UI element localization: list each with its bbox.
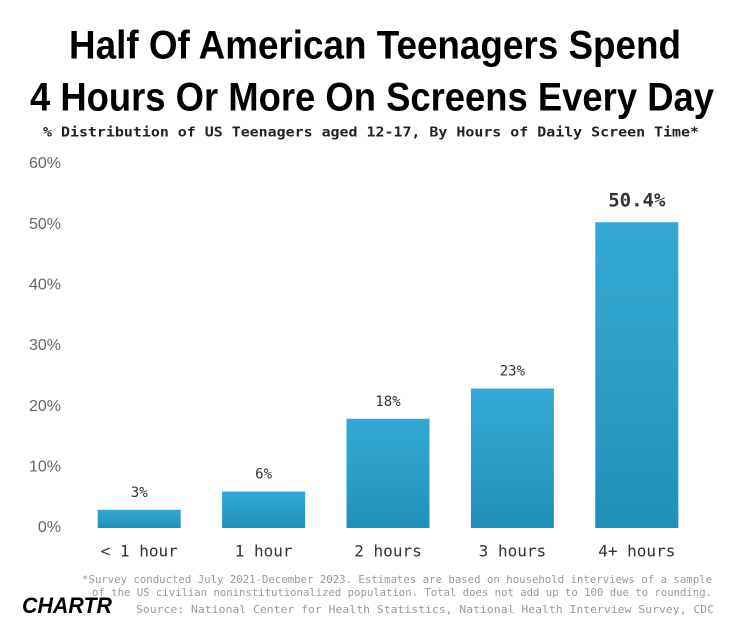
x-tick-label: 3 hours [479, 542, 546, 561]
data-label: 6% [255, 467, 272, 483]
y-tick-label: 20% [29, 398, 61, 415]
y-tick-label: 60% [29, 155, 61, 172]
y-tick-label: 40% [29, 277, 61, 294]
data-label: 50.4% [608, 190, 666, 212]
bar-shade [346, 418, 430, 528]
y-tick-label: 50% [29, 216, 61, 233]
bar-shade [470, 388, 554, 528]
data-label: 3% [131, 485, 148, 501]
source: Source: National Center for Health Stati… [136, 603, 714, 616]
bar-shade [222, 491, 306, 528]
x-tick-label: < 1 hour [101, 542, 178, 561]
chart-title: Half Of American Teenagers Spend [69, 24, 681, 68]
footnote: of the US civilian noninstitutionalized … [92, 587, 712, 599]
footnote: *Survey conducted July 2021-December 202… [82, 574, 712, 586]
bar-shade [97, 509, 181, 528]
chart-title: 4 Hours Or More On Screens Every Day [30, 76, 715, 120]
y-tick-label: 0% [38, 519, 61, 536]
y-tick-label: 30% [29, 337, 61, 354]
bar-shade [595, 222, 679, 529]
x-tick-label: 4+ hours [598, 542, 675, 561]
x-tick-label: 2 hours [354, 542, 421, 561]
x-tick-label: 1 hour [235, 542, 293, 561]
logo: CHARTR [22, 593, 112, 618]
y-tick-label: 10% [29, 459, 61, 476]
chart-subtitle: % Distribution of US Teenagers aged 12-1… [43, 126, 699, 141]
data-label: 18% [375, 394, 401, 410]
data-label: 23% [500, 363, 526, 379]
